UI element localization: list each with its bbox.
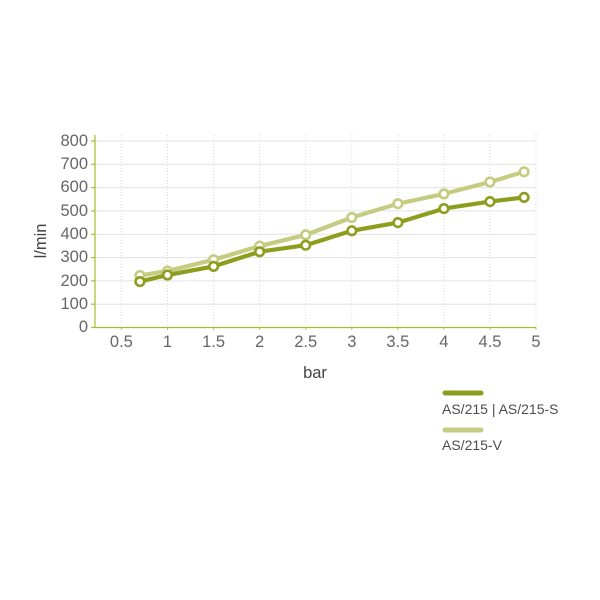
svg-text:1.5: 1.5	[202, 333, 225, 351]
svg-text:3.5: 3.5	[386, 333, 409, 351]
svg-text:100: 100	[60, 295, 88, 313]
svg-text:l/min: l/min	[32, 224, 50, 259]
svg-text:2: 2	[255, 333, 264, 351]
svg-text:400: 400	[60, 225, 88, 243]
svg-text:1: 1	[163, 333, 172, 351]
svg-text:4.5: 4.5	[479, 333, 502, 351]
svg-text:300: 300	[60, 248, 88, 266]
svg-text:2.5: 2.5	[294, 333, 317, 351]
svg-text:3: 3	[347, 333, 356, 351]
svg-text:700: 700	[60, 155, 88, 173]
svg-text:0.5: 0.5	[110, 333, 133, 351]
svg-text:5: 5	[531, 333, 540, 351]
svg-text:600: 600	[60, 178, 88, 196]
svg-text:AS/215 | AS/215-S: AS/215 | AS/215-S	[442, 401, 559, 417]
svg-text:500: 500	[60, 202, 88, 220]
svg-text:0: 0	[79, 318, 88, 336]
svg-text:bar: bar	[303, 364, 327, 382]
svg-text:4: 4	[439, 333, 448, 351]
svg-text:800: 800	[60, 132, 88, 150]
svg-text:AS/215-V: AS/215-V	[442, 437, 503, 453]
svg-text:200: 200	[60, 272, 88, 290]
